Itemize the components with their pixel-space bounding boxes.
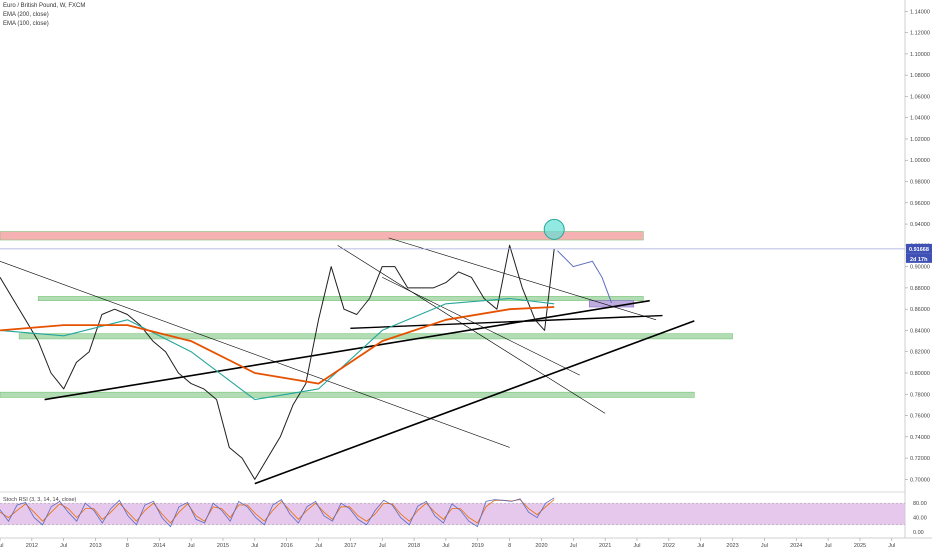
price-tick-label: 1.02000 xyxy=(910,137,930,143)
time-tick-label: 2017 xyxy=(344,543,356,549)
trendline xyxy=(254,320,695,485)
forecast-arrow xyxy=(557,250,612,303)
time-tick-label: 2018 xyxy=(408,543,420,549)
trendline xyxy=(350,314,663,330)
time-tick-label: Jul xyxy=(697,543,704,549)
time-tick-label: Jul xyxy=(825,543,832,549)
price-tick-label: 0.78000 xyxy=(910,392,930,398)
time-tick-label: Jul xyxy=(188,543,195,549)
countdown-badge xyxy=(906,253,932,263)
time-tick-label: 2012 xyxy=(26,543,38,549)
time-tick-label: Jul xyxy=(60,543,67,549)
time-tick-label: Jul xyxy=(379,543,386,549)
stoch-tick-label: 0.00 xyxy=(913,530,924,536)
price-tick-label: 0.96000 xyxy=(910,201,930,207)
time-tick-label: 8 xyxy=(508,543,511,549)
zones-layer xyxy=(0,231,733,398)
stoch-tick-label: 40.00 xyxy=(913,516,927,522)
trendline xyxy=(337,245,606,414)
trendline xyxy=(382,276,580,376)
price-line xyxy=(0,244,555,480)
price-tick-label: 0.82000 xyxy=(910,350,930,356)
time-tick-label: Jul xyxy=(0,543,4,549)
overlay-layer xyxy=(0,218,905,303)
time-tick-label: 2024 xyxy=(790,543,802,549)
price-tick-label: 0.90000 xyxy=(910,265,930,271)
stoch-label: Stoch RSI (3, 3, 14, 14, close) xyxy=(3,497,77,503)
trendline xyxy=(388,237,657,321)
price-tick-label: 1.00000 xyxy=(910,158,930,164)
price-tick-label: 1.04000 xyxy=(910,116,930,122)
time-tick-label: Jul xyxy=(888,543,895,549)
trendline-layer xyxy=(0,237,695,485)
time-tick-label: 2023 xyxy=(726,543,738,549)
time-tick-label: Jul xyxy=(570,543,577,549)
resistance-zone xyxy=(0,231,644,241)
time-tick-label: Jul xyxy=(251,543,258,549)
price-tick-label: 1.08000 xyxy=(910,73,930,79)
time-tick-label: 2016 xyxy=(281,543,293,549)
time-tick-label: 2013 xyxy=(89,543,101,549)
price-tick-label: 0.94000 xyxy=(910,222,930,228)
time-tick-label: 2019 xyxy=(472,543,484,549)
time-tick-label: 2025 xyxy=(854,543,866,549)
stoch-k-line xyxy=(0,497,555,528)
price-tick-label: 1.06000 xyxy=(910,94,930,100)
price-tick-label: 0.70000 xyxy=(910,477,930,483)
time-tick-label: 8 xyxy=(126,543,129,549)
support-zone xyxy=(0,391,695,398)
trendline xyxy=(0,261,510,448)
current-price-text: 0.91668 xyxy=(909,247,929,253)
price-tick-label: 0.72000 xyxy=(910,456,930,462)
ema-200-line xyxy=(0,306,555,385)
price-tick-label: 0.86000 xyxy=(910,307,930,313)
legend-title: Euro / British Pound, W, FXCM xyxy=(3,3,86,9)
price-tick-label: 0.80000 xyxy=(910,371,930,377)
time-tick-label: 2014 xyxy=(153,543,165,549)
stoch-band xyxy=(0,503,905,525)
price-tick-label: 0.84000 xyxy=(910,328,930,334)
time-tick-label: 2022 xyxy=(663,543,675,549)
ema-100-line xyxy=(0,297,555,401)
price-tick-label: 0.88000 xyxy=(910,286,930,292)
time-tick-label: 2021 xyxy=(599,543,611,549)
stoch-d-line xyxy=(0,499,555,524)
price-tick-label: 0.76000 xyxy=(910,414,930,420)
highlight-circle xyxy=(543,218,565,240)
time-tick-label: 2020 xyxy=(535,543,547,549)
price-axis[interactable]: 1.14000 1.12000 1.10000 1.08000 1.06000 1.040… xyxy=(905,9,932,483)
price-tick-label: 0.98000 xyxy=(910,180,930,186)
price-tick-label: 0.74000 xyxy=(910,435,930,441)
stoch-rsi-pane: Stoch RSI (3, 3, 14, 14, close) 80.00 40.0… xyxy=(0,497,927,536)
price-tick-label: 1.14000 xyxy=(910,9,930,15)
time-tick-label: 2015 xyxy=(217,543,229,549)
current-price-badge xyxy=(906,243,932,254)
time-tick-label: Jul xyxy=(761,543,768,549)
price-tick-label: 1.10000 xyxy=(910,52,930,58)
time-tick-label: Jul xyxy=(442,543,449,549)
time-tick-label: Jul xyxy=(315,543,322,549)
stoch-tick-label: 80.00 xyxy=(913,501,927,507)
time-tick-label: Jul xyxy=(633,543,640,549)
series-layer xyxy=(0,244,555,480)
countdown-text: 2d 17h xyxy=(910,257,928,263)
price-tick-label: 1.12000 xyxy=(910,31,930,37)
legend-ema-100: EMA (100, close) xyxy=(3,21,49,27)
trendline xyxy=(44,299,650,401)
legend-ema-200: EMA (200, close) xyxy=(3,12,49,18)
time-axis[interactable]: Jul 2012 Jul 2013 8 2014 Jul 2015 Jul 2016 Jul 2017… xyxy=(0,538,895,549)
